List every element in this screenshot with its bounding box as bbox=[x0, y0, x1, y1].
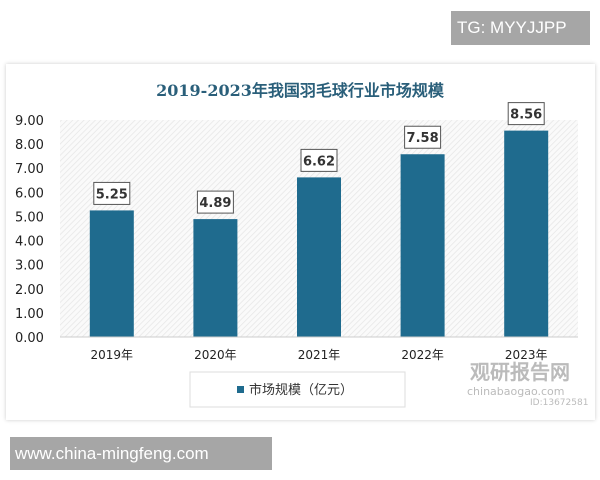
y-tick-label: 7.00 bbox=[15, 162, 44, 177]
y-tick-label: 9.00 bbox=[15, 114, 44, 129]
y-tick-label: 1.00 bbox=[15, 307, 44, 322]
y-tick-label: 2.00 bbox=[15, 283, 44, 298]
x-tick-label: 2020年 bbox=[194, 348, 237, 362]
data-label: 7.58 bbox=[407, 131, 439, 146]
bar bbox=[297, 177, 341, 337]
watermark-id: ID:13672581 bbox=[530, 398, 589, 408]
y-tick-label: 3.00 bbox=[15, 259, 44, 274]
bar bbox=[400, 154, 445, 337]
watermark-name: 观研报告网 bbox=[470, 360, 570, 384]
data-label: 6.62 bbox=[303, 154, 335, 169]
y-tick-label: 8.00 bbox=[15, 138, 44, 153]
x-tick-label: 2022年 bbox=[401, 348, 444, 362]
y-tick-label: 6.00 bbox=[15, 186, 44, 201]
watermark: 观研报告网 chinabaogao.com ID:13672581 bbox=[425, 356, 588, 408]
data-label-box bbox=[93, 181, 131, 205]
legend bbox=[189, 371, 406, 408]
watermark-url: chinabaogao.com bbox=[467, 385, 565, 398]
x-tick-label: 2019年 bbox=[91, 348, 134, 362]
chart-title: 2019-2023年我国羽毛球行业市场规模 bbox=[156, 81, 445, 100]
tag-label: TG: MYYJJPP bbox=[451, 11, 590, 45]
legend-label: 市场规模（亿元） bbox=[249, 382, 353, 398]
data-label-box bbox=[196, 190, 234, 214]
legend-swatch bbox=[237, 386, 244, 393]
bar bbox=[193, 219, 238, 337]
y-tick-label: 0.00 bbox=[15, 331, 44, 346]
data-label: 8.56 bbox=[510, 108, 542, 123]
x-tick-label: 2023年 bbox=[505, 348, 548, 362]
bar bbox=[504, 130, 549, 337]
data-label-box bbox=[507, 102, 545, 126]
bar bbox=[89, 210, 134, 337]
y-tick-label: 5.00 bbox=[15, 210, 44, 225]
data-label-box bbox=[404, 125, 442, 149]
data-label: 5.25 bbox=[96, 187, 128, 202]
site-label: www.china-mingfeng.com bbox=[10, 437, 272, 470]
data-label-box bbox=[300, 148, 338, 172]
y-tick-label: 4.00 bbox=[15, 235, 44, 250]
data-label: 4.89 bbox=[199, 196, 231, 211]
x-tick-label: 2021年 bbox=[298, 348, 341, 362]
